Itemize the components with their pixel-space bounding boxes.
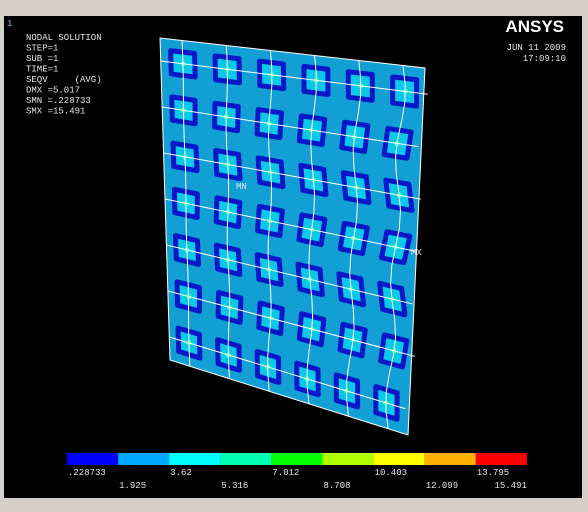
window-number: 1 — [7, 19, 12, 29]
legend-swatch — [220, 453, 271, 465]
legend-label: 5.316 — [221, 481, 248, 491]
legend-swatch — [118, 453, 169, 465]
legend-label: 3.62 — [170, 468, 192, 478]
page: 1 NODAL SOLUTIONSTEP=1SUB =1TIME=1SEQV (… — [0, 0, 588, 512]
legend-swatch — [476, 453, 527, 465]
logo: ANSYS — [505, 17, 564, 36]
info-line: TIME=1 — [26, 65, 58, 75]
ansys-window: 1 NODAL SOLUTIONSTEP=1SUB =1TIME=1SEQV (… — [0, 0, 588, 512]
legend-label: 12.099 — [426, 481, 458, 491]
min-marker: MN — [236, 182, 247, 192]
time: 17:09:10 — [523, 54, 566, 64]
info-line: STEP=1 — [26, 44, 58, 54]
legend-swatch — [169, 453, 220, 465]
legend-swatch — [374, 453, 425, 465]
info-line: SMX =15.491 — [26, 107, 85, 117]
legend-swatch — [425, 453, 476, 465]
info-line: SMN =.228733 — [26, 96, 91, 106]
info-line: DMX =5.017 — [26, 86, 80, 96]
legend-label: 13.795 — [477, 468, 509, 478]
info-line: NODAL SOLUTION — [26, 33, 102, 43]
legend-label: 10.403 — [375, 468, 407, 478]
max-marker: MX — [411, 248, 422, 258]
legend-swatch — [67, 453, 118, 465]
legend-label: .228733 — [68, 468, 106, 478]
legend-label: 1.925 — [119, 481, 146, 491]
legend-swatch — [323, 453, 374, 465]
legend-label: 8.708 — [324, 481, 351, 491]
legend-swatch — [271, 453, 322, 465]
legend-label: 7.012 — [272, 468, 299, 478]
info-line: SEQV (AVG) — [26, 75, 102, 85]
legend-label: 15.491 — [494, 481, 526, 491]
info-line: SUB =1 — [26, 54, 58, 64]
date: JUN 11 2009 — [507, 43, 566, 53]
